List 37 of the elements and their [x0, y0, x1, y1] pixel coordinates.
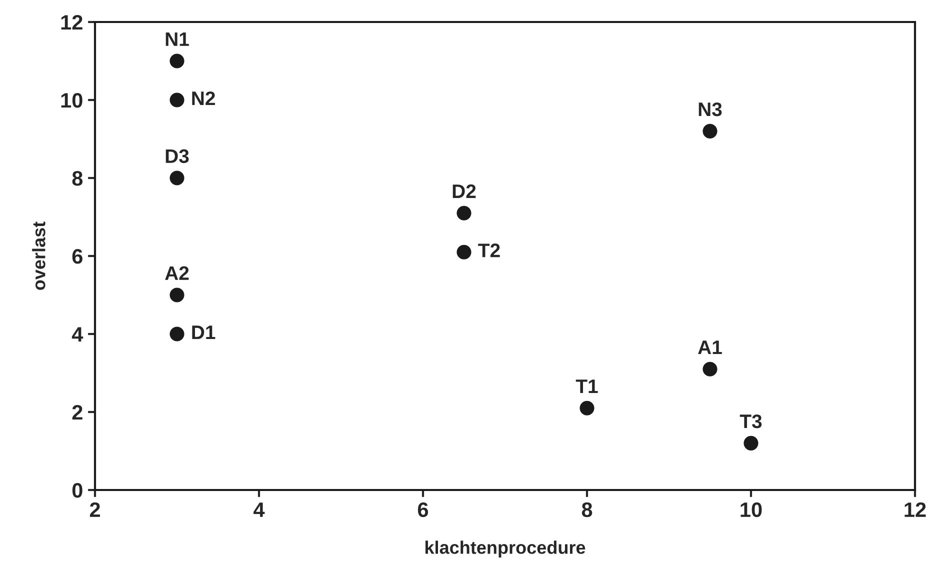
annotation: N2 [192, 91, 215, 106]
point [170, 92, 184, 108]
x-tick-label: 10 [740, 502, 762, 518]
point [170, 170, 184, 186]
annotation: N3 [698, 102, 722, 116]
annotation: D2 [452, 184, 476, 198]
y-tick-label: 12 [61, 15, 82, 30]
point [702, 362, 718, 376]
y-tick-label: 0 [72, 483, 82, 498]
x-axis-title: klachtenprocedure [425, 540, 586, 558]
annotation: A1 [698, 340, 722, 354]
y-tick-label: 4 [72, 327, 84, 342]
y-tick-label: 6 [72, 249, 82, 264]
point [170, 54, 184, 68]
point [744, 436, 758, 450]
point [580, 400, 594, 416]
y-tick-label: 10 [61, 93, 82, 108]
x-tick-label: 6 [418, 502, 428, 518]
annotation: D1 [192, 326, 216, 340]
annotation: N1 [166, 32, 189, 46]
point [456, 206, 472, 220]
annotation: D3 [166, 149, 189, 164]
point [702, 124, 718, 138]
x-tick-label: 12 [904, 502, 926, 517]
y-axis-title: overlast [32, 222, 46, 290]
annotation: T3 [740, 414, 762, 428]
point [170, 326, 184, 342]
y-tick-label: 8 [72, 171, 83, 186]
annotation: T1 [576, 380, 598, 393]
point [456, 244, 472, 260]
annotation: A2 [165, 266, 189, 280]
x-tick-label: 2 [90, 502, 100, 517]
annotation: T2 [478, 244, 500, 258]
point [170, 288, 184, 302]
x-tick-label: 4 [254, 502, 265, 517]
x-tick-label: 8 [582, 502, 592, 518]
y-tick-label: 2 [72, 405, 82, 420]
